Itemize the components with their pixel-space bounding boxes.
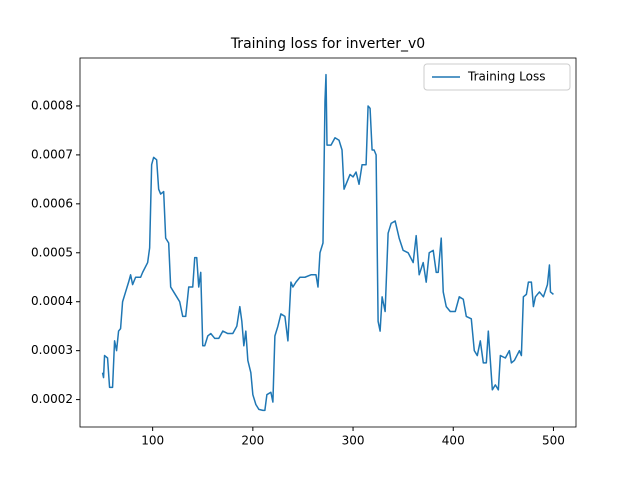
- plot-frame: [79, 57, 577, 428]
- x-tick-label: 500: [542, 434, 565, 448]
- y-tick-label: 0.0002: [31, 392, 73, 406]
- legend-label: Training Loss: [467, 70, 545, 84]
- chart-title: Training loss for inverter_v0: [230, 36, 425, 52]
- y-tick-label: 0.0003: [31, 343, 73, 357]
- y-tick-label: 0.0008: [31, 98, 73, 112]
- legend-box: [423, 63, 571, 91]
- x-tick-label: 200: [241, 434, 264, 448]
- y-tick-label: 0.0006: [31, 196, 73, 210]
- y-tick-label: 0.0007: [31, 147, 73, 161]
- x-tick-label: 400: [442, 434, 465, 448]
- x-tick-label: 100: [141, 434, 164, 448]
- x-tick-label: 300: [342, 434, 365, 448]
- y-tick-label: 0.0004: [31, 294, 73, 308]
- line: [101, 73, 554, 412]
- y-tick-label: 0.0005: [31, 245, 73, 259]
